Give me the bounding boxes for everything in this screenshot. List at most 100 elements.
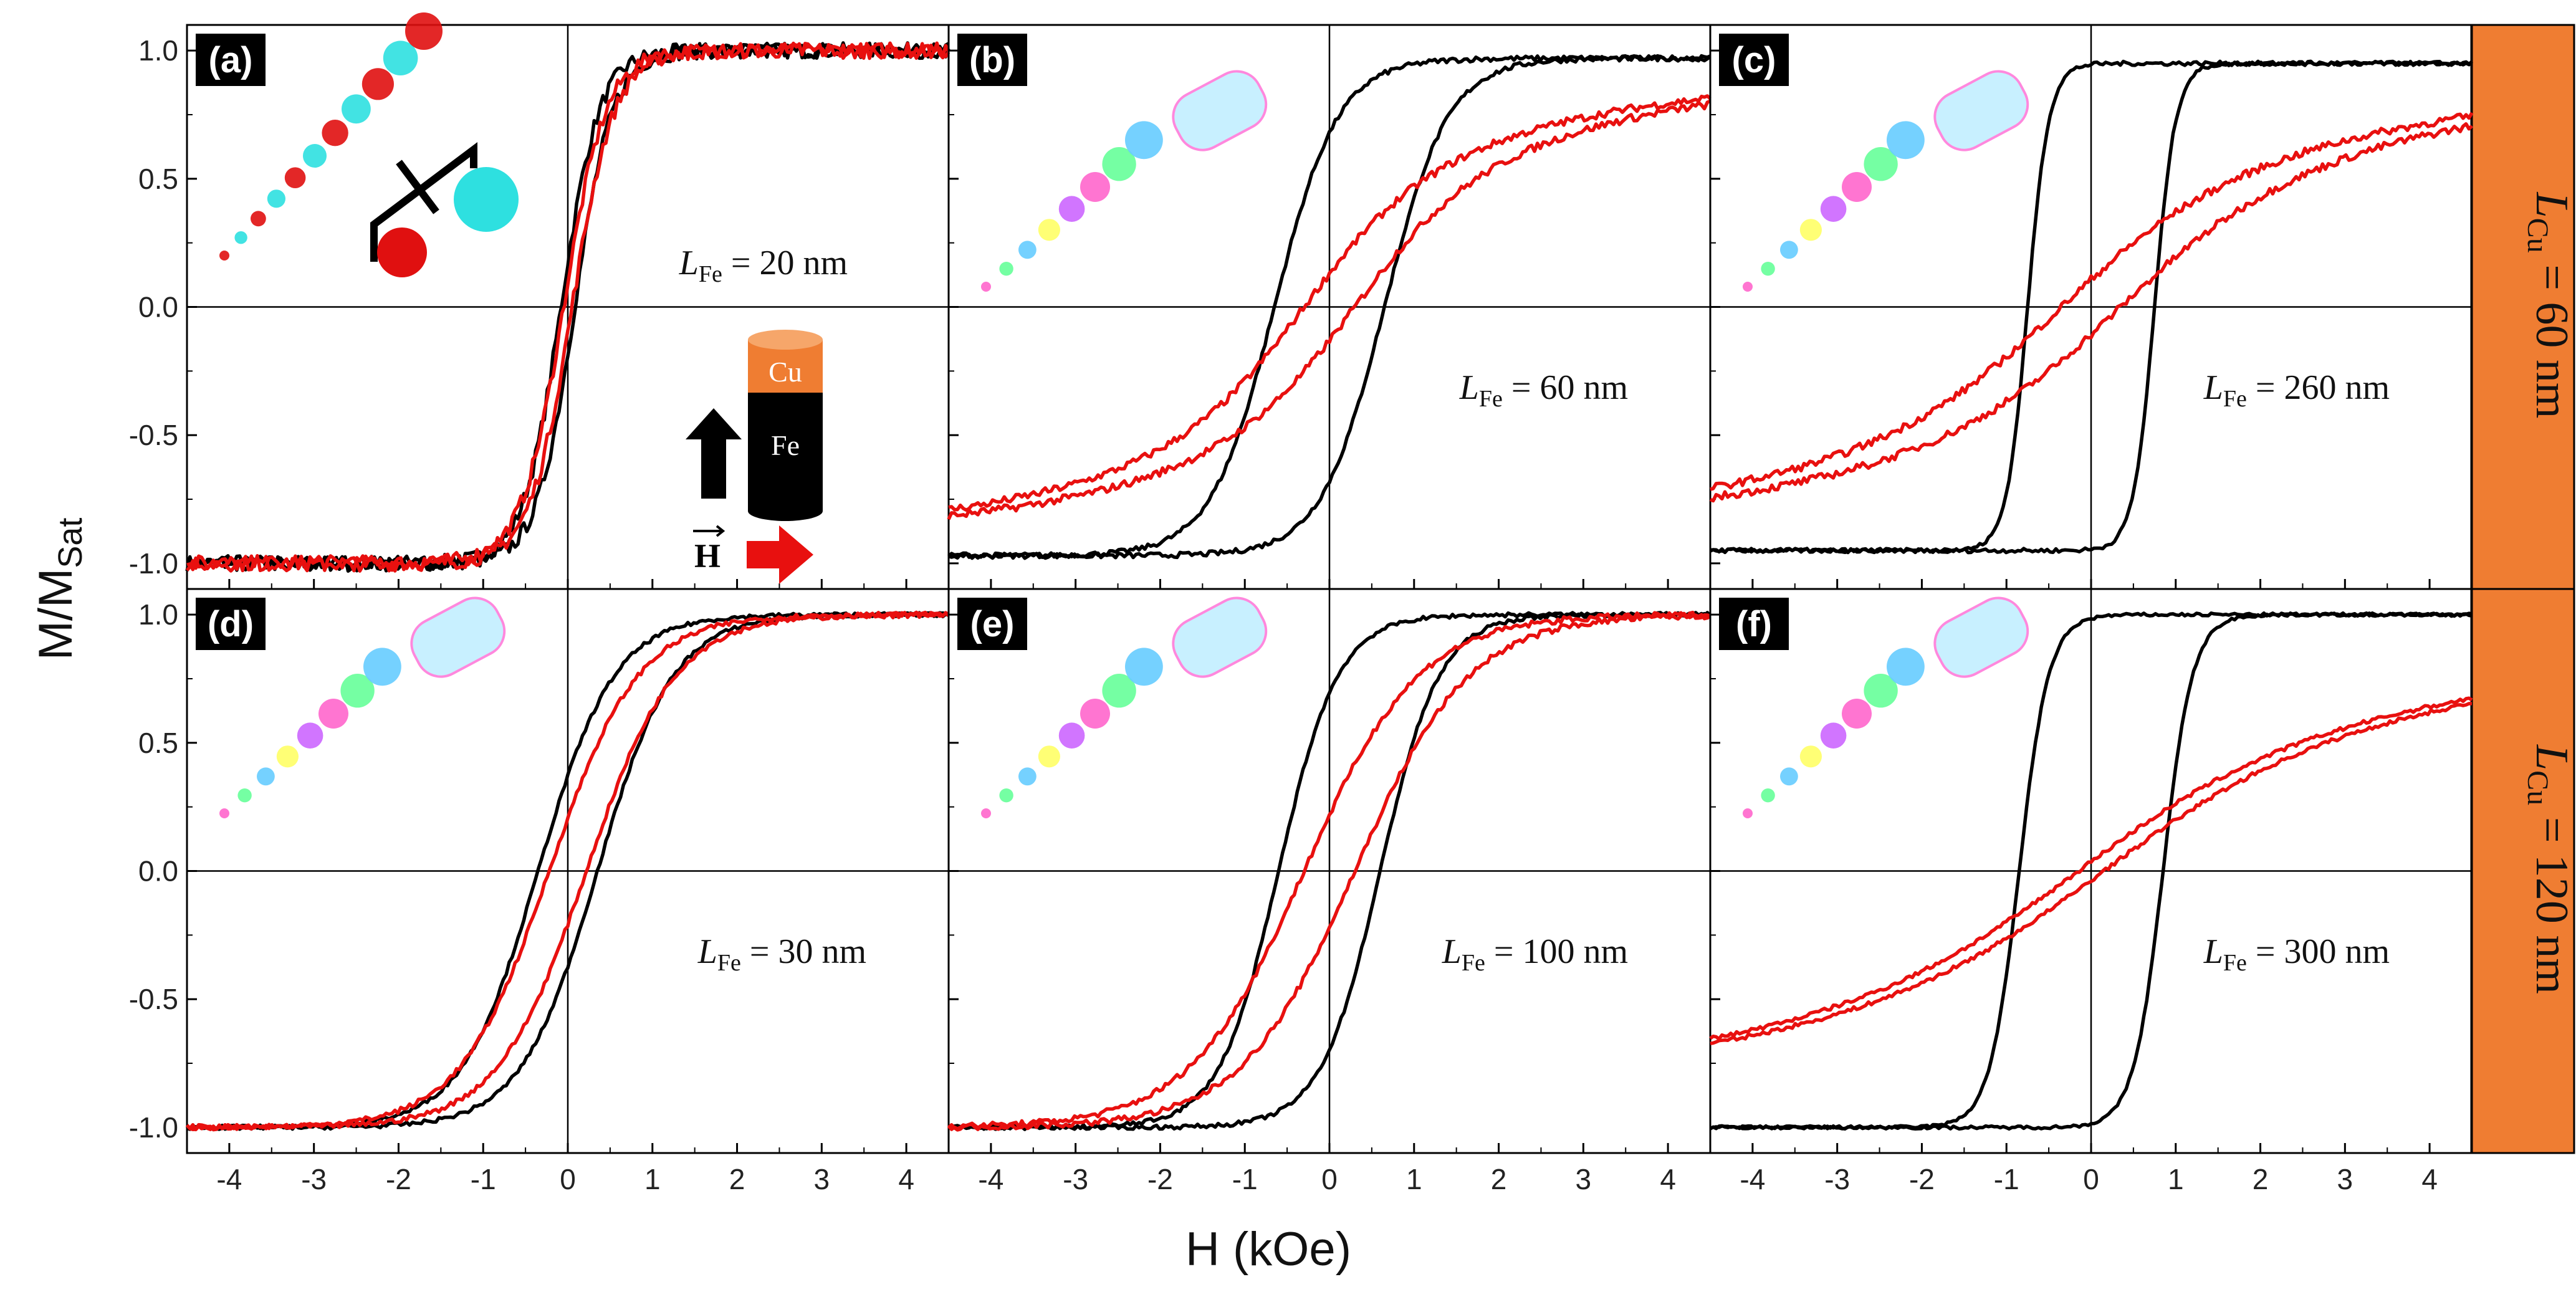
panel-tag-box — [957, 34, 1027, 86]
y-tick-label: 0.5 — [138, 727, 178, 759]
panel-tag: (b) — [969, 40, 1015, 80]
nanowire-sphere-large — [377, 227, 427, 277]
nanowire-sphere — [1080, 699, 1110, 729]
series-red-ascending — [947, 99, 1712, 520]
nanowire-sphere — [1799, 219, 1822, 241]
series-black-ascending — [948, 54, 1712, 560]
length-annotation: LFe = 300 nm — [2203, 932, 2390, 976]
nanowire-sphere — [405, 12, 443, 50]
panel-d: 1.0 0.5 0.0 -0.5 -1.0 -4 -3 -2 -1 0 1 2 3 4 (d) LFe = 3… — [129, 588, 950, 1195]
nanowire-sphere — [981, 808, 991, 818]
panel-b: (b) LFe = 60 nm — [947, 24, 1712, 590]
nanowire-sphere — [1761, 262, 1775, 276]
nanowire-sphere — [1125, 648, 1163, 686]
length-annotation: LFe = 260 nm — [2203, 368, 2390, 412]
x-tick-label: 4 — [2421, 1163, 2438, 1195]
nanowire-sphere — [999, 262, 1013, 276]
length-annotation: LFe = 30 nm — [697, 932, 866, 976]
panel-a: 1.0 0.5 0.0 -0.5 -1.0 (a) LFe = 20 nm — [129, 12, 950, 590]
series-red-ascending — [185, 41, 950, 573]
x-tick-label: -2 — [1147, 1163, 1173, 1195]
panel-tag-box — [957, 598, 1027, 650]
nanowire-sphere — [342, 94, 371, 124]
x-tick-label: 3 — [2337, 1163, 2353, 1195]
x-tick-label: -4 — [216, 1163, 242, 1195]
nanowire-sphere — [1018, 767, 1037, 786]
nanowire-sphere — [1799, 745, 1822, 768]
nanowire-sphere — [1864, 674, 1898, 708]
nanowire-sphere — [322, 120, 348, 146]
nanowire-sphere — [303, 144, 327, 168]
x-tick-label: 1 — [2168, 1163, 2184, 1195]
nanowire-cylinder — [1933, 70, 2029, 151]
y-tick-label: 0.5 — [138, 163, 178, 195]
nanowire-sphere — [1018, 241, 1037, 259]
series-red-descending — [1709, 696, 2473, 1041]
nanowire-sphere — [318, 699, 348, 729]
y-tick-label: 1.0 — [138, 598, 178, 631]
cu-label: Cu — [768, 356, 802, 388]
x-axis-title: H (kOe) — [1185, 1223, 1351, 1276]
series-red-ascending — [947, 611, 1712, 1132]
nanowire-sphere — [1743, 282, 1753, 292]
x-tick-label: 4 — [1660, 1163, 1676, 1195]
nanowire-sphere — [284, 167, 306, 189]
nanowire-sphere — [1761, 788, 1775, 803]
length-annotation: LFe = 20 nm — [679, 244, 848, 287]
x-tick-label: -3 — [1063, 1163, 1088, 1195]
series-red-descending — [1710, 112, 2474, 491]
panel-f: -4 -3 -2 -1 0 1 2 3 4 (f) LFe = 300 nm — [1709, 588, 2473, 1195]
x-tick-label: -1 — [471, 1163, 496, 1195]
length-annotation: LFe = 60 nm — [1459, 368, 1628, 412]
nanowire-sphere — [1058, 722, 1085, 749]
nanowire-render-icon — [219, 12, 519, 277]
nanowire-sphere — [363, 648, 401, 686]
y-tick-label: 1.0 — [138, 34, 178, 67]
nanowire-render-icon — [219, 596, 506, 818]
panel-tag: (a) — [209, 40, 253, 80]
nanowire-sphere-large — [454, 167, 519, 232]
x-tick-label: 2 — [729, 1163, 745, 1195]
nanowire-sphere — [1743, 808, 1753, 818]
nanowire-sphere — [1842, 699, 1872, 729]
x-tick-label: 0 — [1321, 1163, 1338, 1195]
panel-tag-box — [196, 598, 266, 650]
nanowire-sphere — [999, 788, 1013, 803]
y-tick-label: -0.5 — [129, 419, 178, 451]
x-tick-label: -1 — [1232, 1163, 1258, 1195]
panel-tag: (d) — [208, 604, 254, 644]
fe-label: Fe — [771, 429, 800, 461]
y-tick-label: 0.0 — [138, 855, 178, 888]
x-tick-label: -3 — [1824, 1163, 1850, 1195]
nanowire-cylinder — [1933, 596, 2029, 678]
nanowire-sphere — [297, 722, 323, 749]
series-red-ascending — [1709, 122, 2473, 503]
panel-tag: (c) — [1732, 40, 1776, 80]
field-arrow-up-icon — [686, 408, 742, 499]
x-tick-label: -3 — [301, 1163, 327, 1195]
series-red-ascending — [1710, 702, 2473, 1046]
x-tick-label: -4 — [978, 1163, 1003, 1195]
bracket-icon — [370, 142, 477, 262]
series-black-ascending — [1710, 611, 2473, 1131]
nanowire-sphere — [340, 674, 375, 708]
nanowire-sphere — [1102, 674, 1136, 708]
field-arrow-right-icon — [747, 525, 813, 584]
panel-tag-box — [1719, 598, 1789, 650]
nanowire-cylinder — [1172, 70, 1268, 151]
nanowire-sphere — [362, 68, 395, 100]
x-tick-label: -1 — [1994, 1163, 2019, 1195]
nanowire-sphere — [1842, 172, 1872, 202]
row-bar-top — [2470, 24, 2575, 590]
nanowire-sphere — [1820, 196, 1847, 223]
series-red-descending — [947, 610, 1711, 1131]
panel-tag-box — [196, 34, 266, 86]
nanowire-sphere — [1780, 767, 1798, 786]
x-tick-label: 1 — [644, 1163, 661, 1195]
nanowire-sphere — [1780, 241, 1798, 259]
nanowire-sphere — [1038, 219, 1060, 241]
length-annotation: LFe = 100 nm — [1442, 932, 1628, 976]
nanowire-sphere — [1038, 745, 1060, 768]
nanowire-sphere — [1102, 147, 1136, 181]
